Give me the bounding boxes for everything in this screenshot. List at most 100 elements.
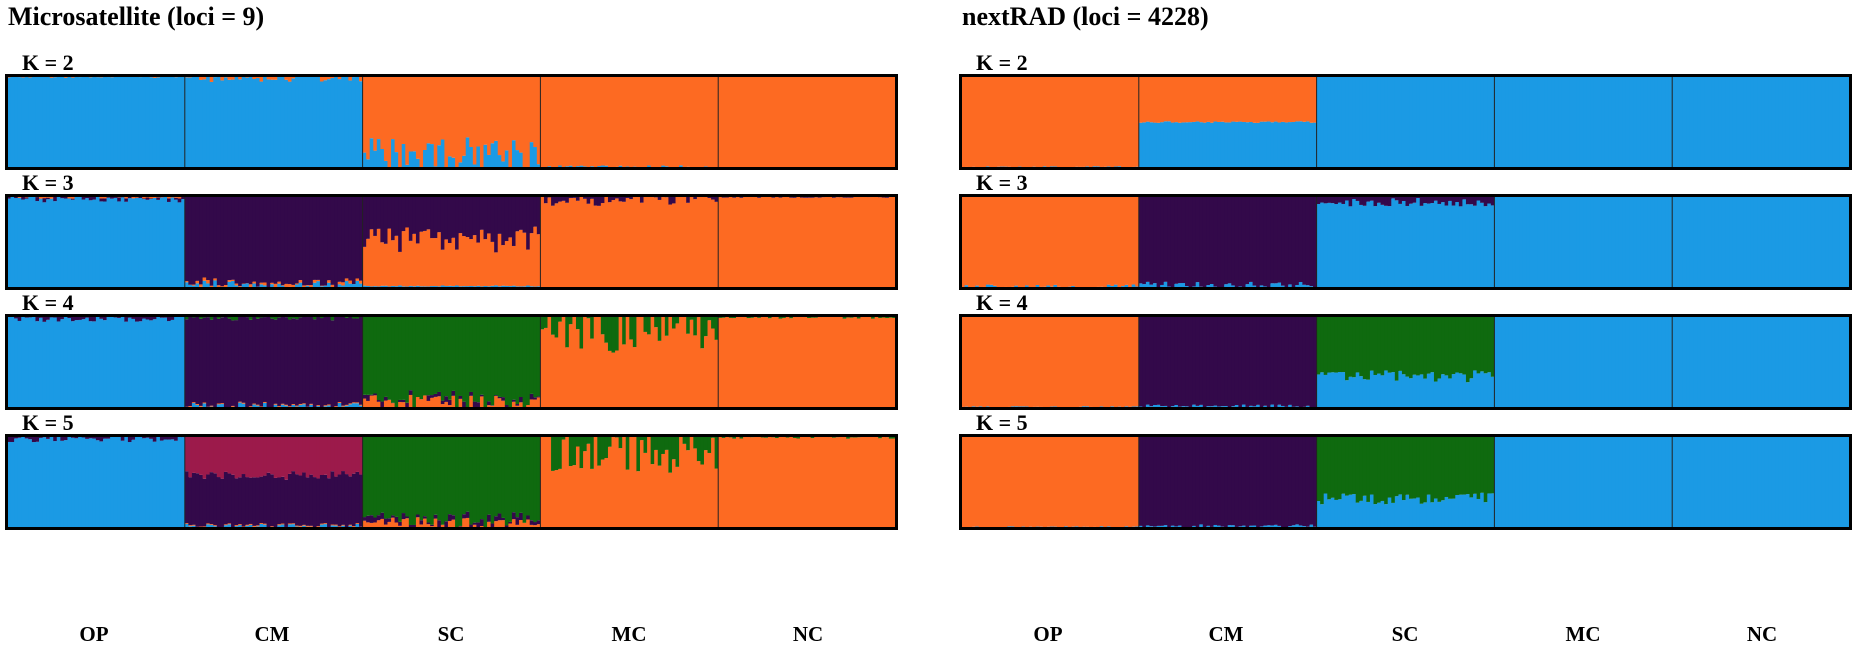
admixture-bar-blue (1220, 121, 1225, 168)
admixture-bar-orange (533, 76, 538, 148)
admixture-bar-orange (309, 525, 314, 527)
admixture-bar-blue (1195, 121, 1200, 168)
admixture-bar-orange (472, 235, 477, 287)
admixture-bar-blue (1309, 524, 1314, 528)
admixture-bar-blue (1828, 196, 1833, 288)
admixture-bar-blue (1704, 76, 1709, 168)
admixture-bar-orange (725, 76, 730, 168)
admixture-bar-blue (1714, 76, 1720, 168)
admixture-bar-orange (543, 436, 549, 528)
admixture-bar-blue (1426, 76, 1431, 168)
admixture-bar-purple (152, 436, 157, 442)
admixture-bar-blue (1750, 436, 1755, 528)
admixture-bar-green (892, 436, 897, 439)
admixture-bar-orange (1121, 196, 1126, 287)
admixture-bar-blue (1330, 497, 1335, 528)
admixture-bar-purple (1213, 436, 1218, 525)
admixture-bar-orange (789, 197, 794, 288)
admixture-bar-purple (227, 196, 232, 281)
admixture-bar-orange (835, 437, 840, 528)
admixture-bar-blue (1775, 316, 1780, 408)
admixture-bar-purple (1209, 196, 1215, 284)
admixture-bar-purple (1181, 196, 1186, 284)
admixture-bar-blue (1181, 283, 1186, 288)
admixture-bar-blue (1288, 284, 1293, 288)
admixture-bar-purple (1462, 196, 1467, 200)
admixture-bar-orange (1284, 76, 1289, 123)
admixture-bar-orange (1259, 76, 1264, 122)
admixture-bar-purple (366, 515, 371, 523)
admixture-bar-blue (259, 284, 264, 288)
admixture-bar-blue (1814, 196, 1819, 288)
admixture-bar-orange (501, 400, 506, 408)
admixture-bar-blue (49, 198, 54, 288)
admixture-bar-blue (1835, 76, 1840, 168)
admixture-bar-blue (1810, 436, 1816, 528)
admixture-bar-orange (540, 196, 545, 288)
admixture-bar-purple (14, 196, 19, 199)
admixture-bar-blue (1337, 372, 1343, 408)
admixture-bar-orange (440, 249, 445, 286)
admixture-bar-purple (1313, 316, 1318, 408)
admixture-bar-blue (1547, 436, 1552, 528)
admixture-bar-orange (391, 76, 396, 140)
admixture-bar-purple (529, 520, 534, 525)
admixture-bar-orange (447, 521, 453, 528)
admixture-bar-purple (92, 196, 97, 200)
admixture-bar-orange (252, 403, 257, 405)
admixture-bar-orange (252, 281, 257, 284)
admixture-bar-orange (554, 76, 559, 168)
admixture-bar-purple (383, 518, 389, 525)
admixture-bar-blue (202, 280, 207, 288)
admixture-bar-purple (433, 514, 438, 519)
admixture-bar-purple (1199, 436, 1204, 525)
admixture-bar-blue (1693, 436, 1698, 528)
admixture-bar-orange (657, 76, 662, 168)
plot-frame (959, 314, 1852, 410)
admixture-bar-blue (1615, 316, 1620, 408)
admixture-bar-purple (1249, 316, 1254, 406)
admixture-bar-blue (1448, 200, 1453, 288)
admixture-bar-blue (159, 197, 165, 288)
admixture-bar-orange (590, 198, 595, 288)
admixture-bar-blue (74, 320, 79, 408)
k-label: K = 5 (976, 410, 1028, 435)
admixture-bar-blue (1782, 436, 1787, 528)
admixture-bar-blue (127, 76, 133, 168)
admixture-bar-blue (526, 285, 531, 288)
admixture-bar-purple (1469, 196, 1474, 205)
admixture-bar-orange (1089, 196, 1094, 288)
admixture-bar-blue (1341, 493, 1346, 528)
population-label-nc: NC (792, 622, 824, 646)
admixture-bar-blue (1053, 284, 1058, 288)
admixture-bar-blue (1572, 316, 1577, 408)
admixture-bar-green (639, 436, 645, 441)
admixture-bar-orange (394, 522, 399, 528)
admixture-bar-blue (1295, 121, 1300, 168)
admixture-bar-orange (508, 237, 513, 287)
admixture-bar-orange (419, 399, 424, 408)
structure-row-k5: K = 5 (0, 410, 900, 530)
admixture-bar-blue (1142, 122, 1147, 168)
admixture-bar-green (885, 316, 890, 319)
admixture-bar-blue (1437, 378, 1442, 408)
admixture-bar-blue (1689, 76, 1695, 168)
admixture-bar-blue (1231, 121, 1236, 168)
admixture-bar-blue (1526, 196, 1531, 288)
admixture-bar-green (551, 316, 556, 335)
admixture-bar-purple (287, 473, 293, 524)
admixture-bar-blue (1665, 196, 1670, 288)
admixture-bar-blue (1309, 122, 1314, 168)
admixture-bar-purple (220, 317, 225, 404)
admixture-bar-orange (611, 436, 616, 528)
admixture-bar-orange (629, 76, 634, 168)
admixture-bar-blue (1558, 316, 1563, 408)
admixture-bar-purple (426, 395, 431, 401)
admixture-bar-blue (1640, 316, 1645, 408)
admixture-bar-purple (53, 316, 58, 318)
admixture-bar-purple (426, 196, 431, 230)
admixture-bar-blue (344, 76, 349, 168)
admixture-bar-purple (1473, 196, 1478, 206)
admixture-bar-green (1465, 436, 1471, 495)
admixture-bar-orange (657, 340, 662, 408)
